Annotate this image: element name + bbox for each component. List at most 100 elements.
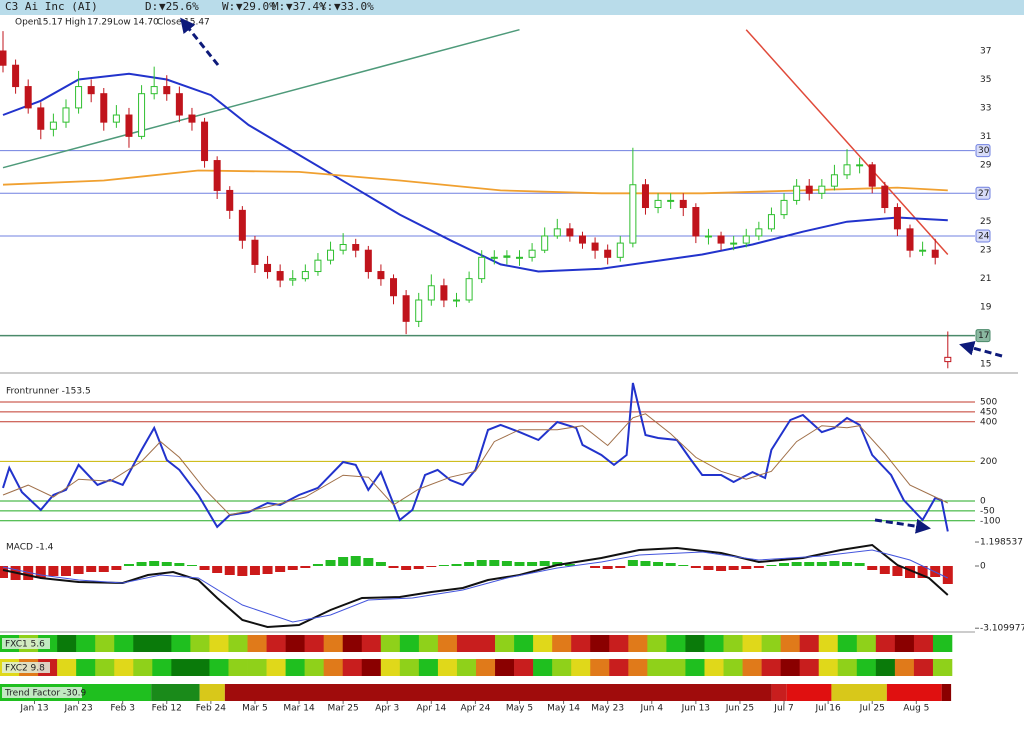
- candle-body: [49, 121, 57, 130]
- candle-body: [868, 164, 876, 187]
- stat-label: D:: [145, 0, 158, 13]
- candle-body: [415, 299, 423, 322]
- heat-cell: [723, 659, 743, 676]
- candle-body: [453, 299, 461, 302]
- heat-cell: [437, 659, 458, 676]
- trend-line: [745, 29, 949, 256]
- histogram-bar: [879, 566, 890, 574]
- level-label: 27: [978, 189, 989, 199]
- heat-cell: [380, 635, 401, 652]
- heat-cell: [399, 659, 420, 676]
- candle-body: [503, 255, 511, 258]
- y-tick-label: 33: [980, 103, 991, 113]
- level-label: 17: [978, 331, 989, 341]
- heat-cell: [552, 659, 572, 676]
- heat-cell: [856, 659, 877, 676]
- heat-cell: [95, 635, 115, 652]
- heat-cell: [742, 635, 762, 652]
- level-label: 24: [978, 231, 990, 241]
- heat-cell: [171, 635, 191, 652]
- trend-segment: [151, 684, 200, 701]
- candle-body: [906, 228, 914, 251]
- row-label-bg: [2, 638, 50, 649]
- candle-body: [528, 249, 536, 258]
- y-tick-label: 29: [980, 160, 992, 170]
- panel-title: MACD -1.4: [6, 543, 54, 553]
- candle-body: [654, 199, 662, 209]
- heat-cell: [285, 659, 305, 676]
- histogram-bar: [476, 560, 487, 566]
- histogram-bar: [363, 558, 374, 566]
- histogram-bar: [401, 566, 412, 570]
- candle-body: [541, 235, 549, 251]
- candle-body: [12, 64, 20, 88]
- heat-cell: [913, 635, 934, 652]
- level-box: [975, 329, 991, 343]
- heat-cell: [609, 659, 629, 676]
- x-tick-label: Mar 5: [242, 704, 268, 714]
- candle-body: [125, 114, 133, 137]
- candle-body: [251, 239, 259, 265]
- heat-cell: [894, 635, 915, 652]
- histogram-bar: [905, 566, 916, 578]
- heat-cell: [875, 635, 896, 652]
- heat-cell: [495, 659, 515, 676]
- quote-label: Close: [157, 18, 182, 28]
- heat-cell: [76, 659, 96, 676]
- candle-body: [364, 249, 372, 273]
- y-tick-label: 21: [980, 274, 991, 284]
- histogram-bar: [161, 562, 172, 566]
- histogram-bar: [0, 566, 8, 578]
- heat-cell: [647, 635, 667, 652]
- histogram-bar: [615, 566, 626, 568]
- candle-body: [352, 244, 360, 251]
- heat-cell: [114, 635, 134, 652]
- candle-body: [881, 185, 889, 209]
- x-tick-label: Feb 12: [152, 704, 182, 714]
- heat-cell: [247, 659, 267, 676]
- histogram-bar: [35, 566, 46, 578]
- histogram-bar: [287, 566, 298, 570]
- heat-cell: [437, 635, 458, 652]
- histogram-bar: [942, 566, 953, 584]
- level-box: [975, 144, 991, 158]
- candle-body: [717, 235, 725, 244]
- histogram-bar: [350, 556, 361, 566]
- heat-cell: [533, 659, 553, 676]
- candle-body: [377, 271, 385, 280]
- y-tick-label: -100: [980, 516, 1001, 526]
- histogram-bar: [539, 561, 550, 566]
- heat-cell: [552, 635, 572, 652]
- candle-body: [276, 271, 284, 281]
- y-tick-label: 500: [980, 397, 997, 407]
- ticker-name: C3 Ai Inc (AI): [5, 0, 98, 13]
- histogram-bar: [766, 565, 777, 566]
- candle-body: [301, 271, 309, 280]
- histogram-bar: [804, 562, 815, 566]
- heat-cell: [590, 635, 610, 652]
- histogram-bar: [627, 560, 638, 566]
- heat-cell: [76, 635, 96, 652]
- candle-body: [692, 207, 700, 237]
- heat-cell: [114, 659, 134, 676]
- stat-label: W:: [222, 0, 235, 13]
- heat-cell: [571, 635, 591, 652]
- heat-cell: [837, 635, 858, 652]
- heat-cell: [304, 635, 324, 652]
- histogram-bar: [73, 566, 84, 574]
- histogram-bar: [854, 563, 865, 566]
- stat-value: ▼37.4%: [286, 0, 326, 13]
- indicator-line: [2, 413, 949, 516]
- histogram-bar: [665, 563, 676, 566]
- histogram-bar: [388, 566, 399, 568]
- candle-body: [62, 107, 70, 123]
- trend-segment: [831, 684, 887, 701]
- quote-value: 15.47: [184, 18, 210, 28]
- histogram-bar: [23, 566, 34, 580]
- histogram-bar: [653, 562, 664, 566]
- heat-cell: [704, 659, 724, 676]
- quote-label: High: [65, 18, 86, 28]
- arrow: [180, 17, 220, 66]
- trend-segment: [199, 684, 225, 701]
